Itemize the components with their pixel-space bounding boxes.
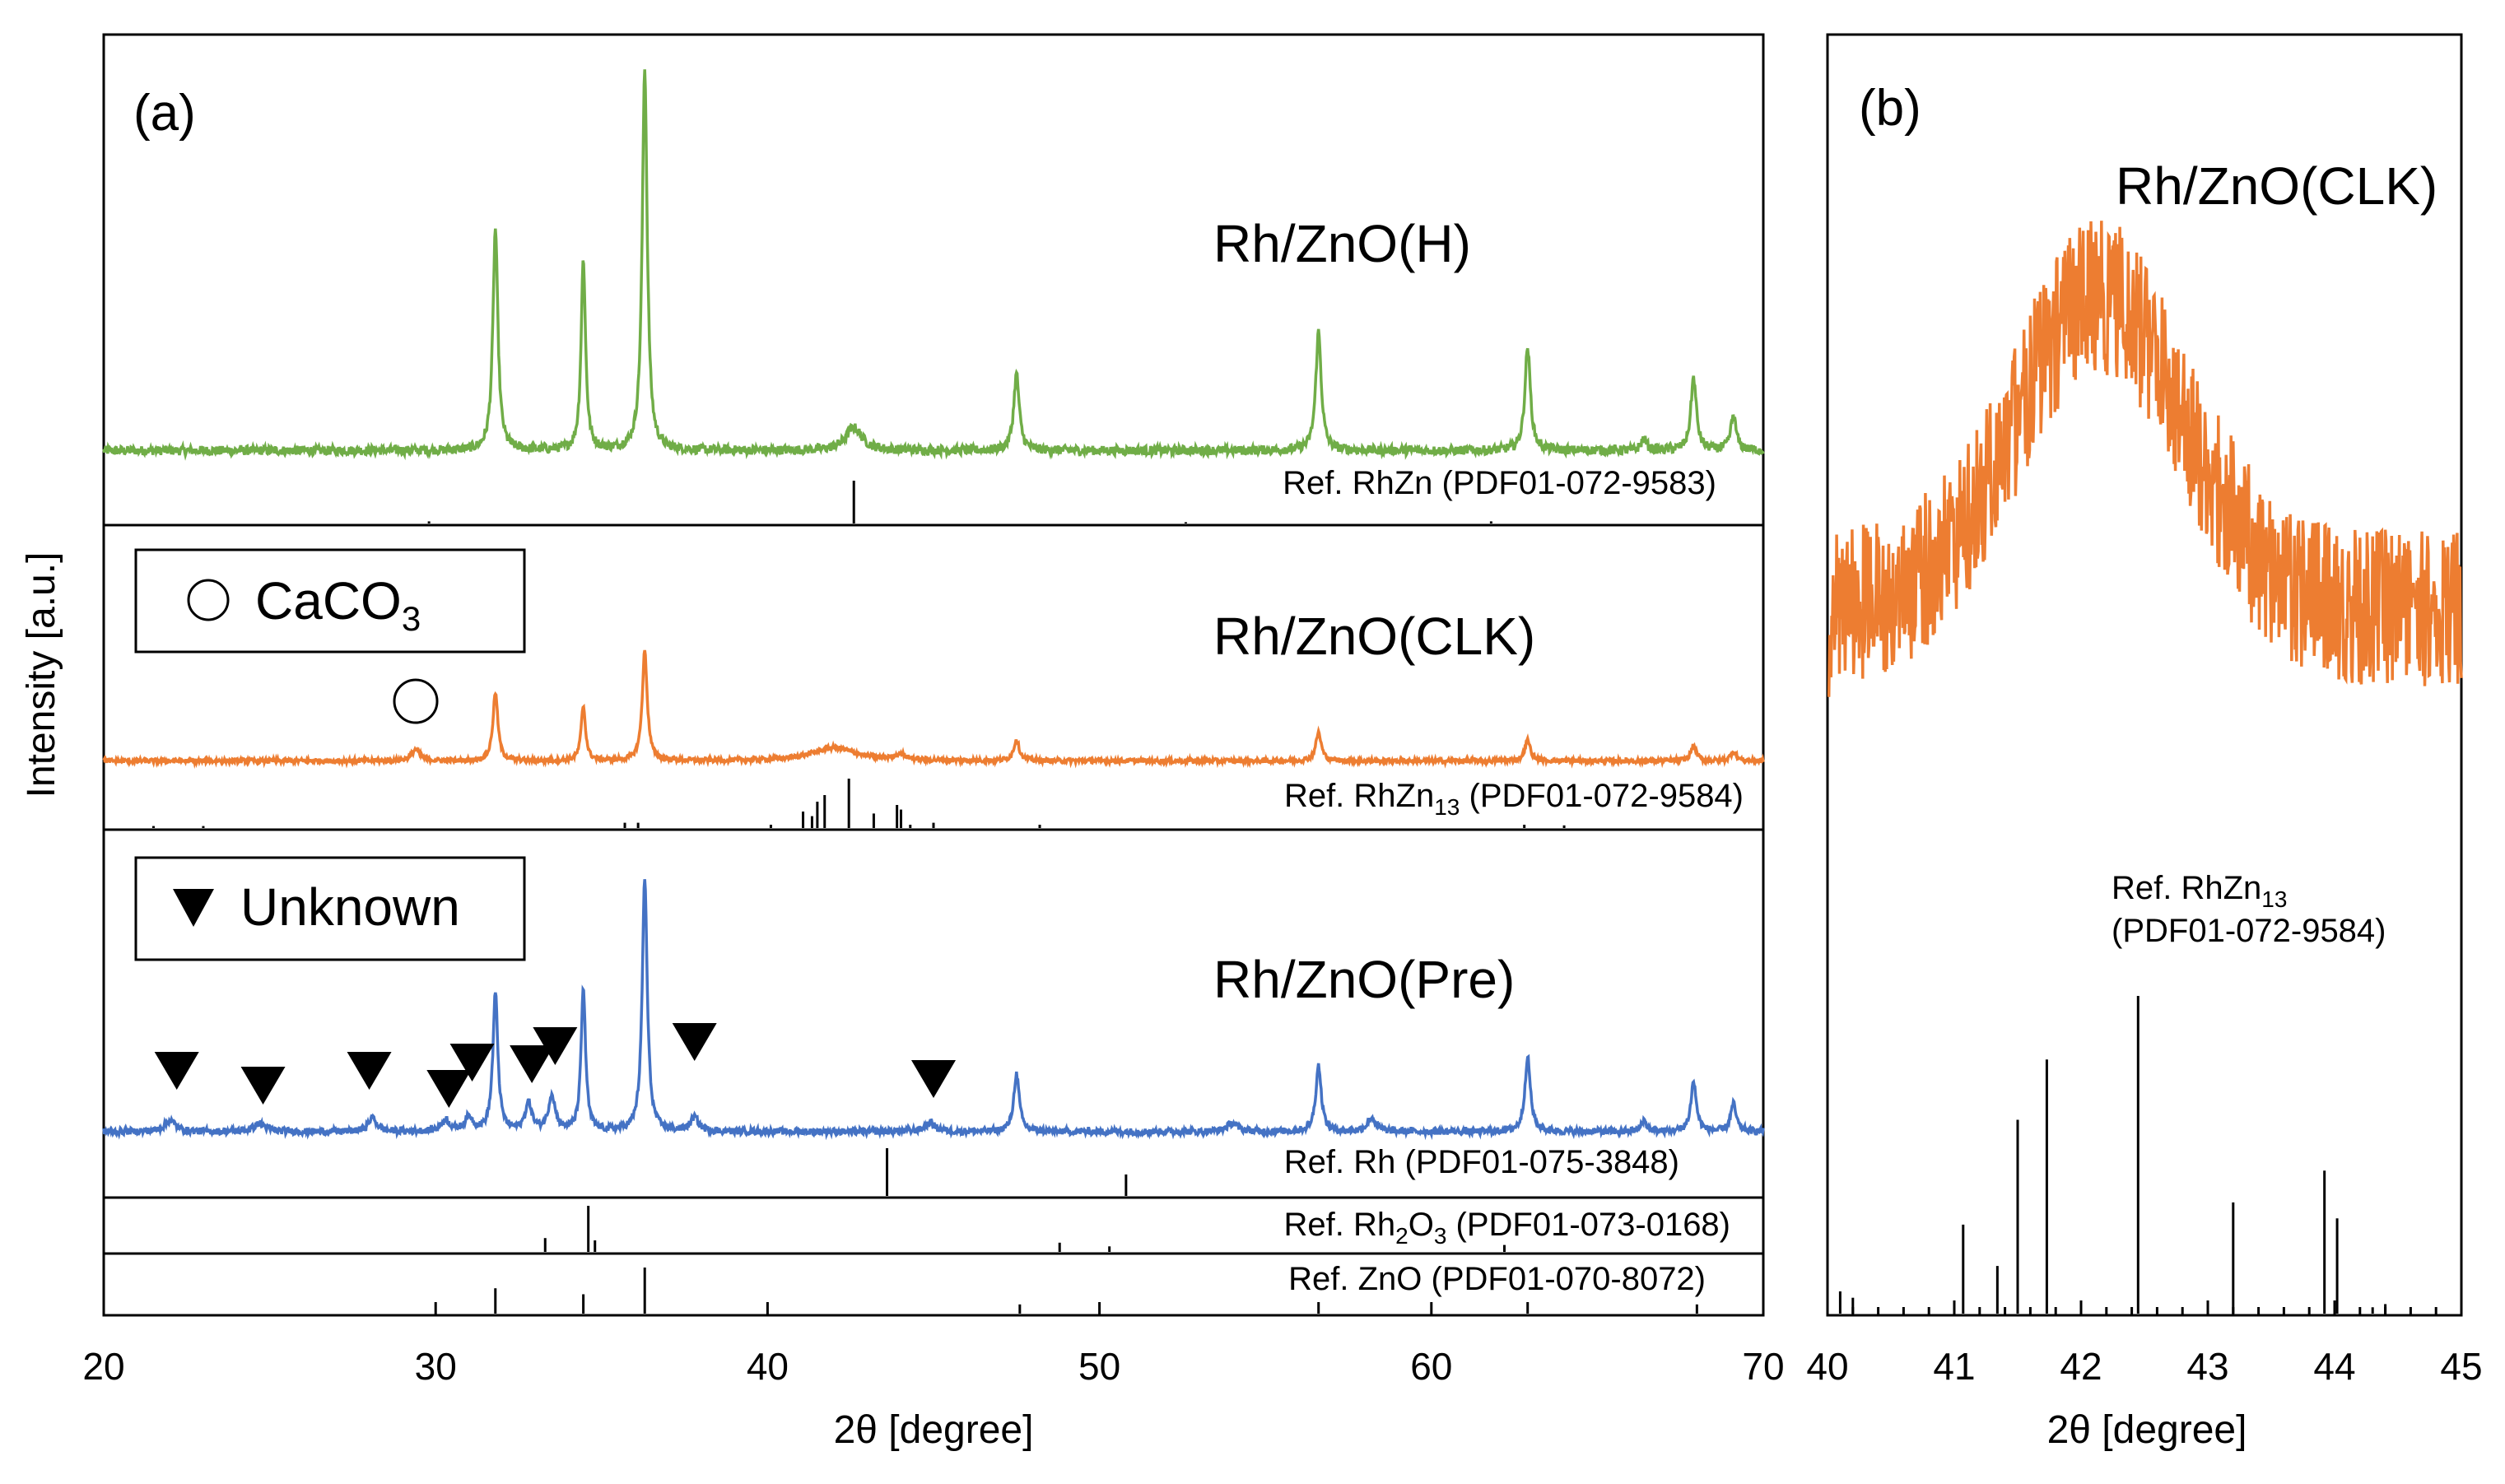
panel-b-reference-sticks xyxy=(1838,996,2387,1314)
caco3-marker-0 xyxy=(393,678,439,724)
panel-b-x-ticks: 40 41 42 43 44 45 xyxy=(1806,1300,2483,1388)
unknown-marker-7 xyxy=(672,1023,717,1061)
panel-b-x-tick-label-3: 43 xyxy=(2186,1345,2228,1388)
legend-caco3-label: CaCO3 xyxy=(255,571,421,638)
panel-b-label: (b) xyxy=(1859,80,1921,137)
ref-label-zno: Ref. ZnO (PDF01-070-8072) xyxy=(1288,1261,1706,1297)
series-line-1 xyxy=(102,649,1765,770)
unknown-marker-0 xyxy=(154,1052,199,1090)
panel-b-x-tick-label-2: 42 xyxy=(2060,1345,2102,1388)
panel-a-phase-markers xyxy=(154,678,956,1108)
x-tick-label-5: 70 xyxy=(1742,1345,1784,1388)
unknown-marker-4 xyxy=(449,1044,495,1082)
x-tick-label-1: 30 xyxy=(415,1345,457,1388)
ref-label-rh: Ref. Rh (PDF01-075-3848) xyxy=(1284,1144,1679,1180)
circle-marker-icon xyxy=(187,579,230,621)
panel-b: 40 41 42 43 44 45 (b) Rh/ZnO(CLK) Ref. RhZn13… xyxy=(1806,33,2483,1452)
series-line-0 xyxy=(102,69,1765,461)
sample-label-clk: Rh/ZnO(CLK) xyxy=(1213,607,1535,666)
x-tick-label-2: 40 xyxy=(747,1345,789,1388)
unknown-marker-2 xyxy=(347,1052,392,1090)
triangle-marker-icon xyxy=(173,889,214,927)
legend-unknown-label: Unknown xyxy=(240,877,460,937)
panel-b-sample-label: Rh/ZnO(CLK) xyxy=(2116,156,2437,216)
y-axis-label: Intensity [a.u.] xyxy=(20,552,63,798)
ref-label-rhzn: Ref. RhZn (PDF01-072-9583) xyxy=(1283,465,1716,501)
sample-label-h: Rh/ZnO(H) xyxy=(1213,214,1471,273)
panel-b-x-tick-label-1: 41 xyxy=(1933,1345,1975,1388)
series-line-2 xyxy=(102,879,1765,1141)
panel-b-series xyxy=(1827,221,2463,697)
panel-a-x-ticks: 20 30 40 50 60 70 xyxy=(82,1302,1785,1388)
panel-b-ref-label-line2: (PDF01-072-9584) xyxy=(2112,913,2386,949)
panel-a-reference-sticks xyxy=(151,481,1698,1314)
panel-a: 20 30 40 50 60 70 (a) Rh/ZnO(H) Rh/ZnO(CLK) R… xyxy=(20,33,1785,1452)
panel-b-x-tick-label-0: 40 xyxy=(1806,1345,1848,1388)
x-tick-label-0: 20 xyxy=(82,1345,124,1388)
panel-a-frame xyxy=(102,33,1765,1317)
unknown-marker-1 xyxy=(240,1067,286,1105)
panel-b-x-tick-label-5: 45 xyxy=(2440,1345,2482,1388)
panel-b-x-axis-label: 2θ [degree] xyxy=(2047,1408,2247,1452)
legend-unknown: Unknown xyxy=(134,856,526,961)
sample-label-pre: Rh/ZnO(Pre) xyxy=(1213,950,1515,1009)
legend-caco3-box xyxy=(134,548,526,654)
unknown-marker-8 xyxy=(911,1060,956,1098)
unknown-marker-3 xyxy=(426,1070,472,1108)
x-tick-label-4: 60 xyxy=(1410,1345,1452,1388)
panel-b-x-tick-label-4: 44 xyxy=(2313,1345,2355,1388)
panel-b-frame xyxy=(1826,33,2463,1317)
panel-a-label: (a) xyxy=(133,85,196,142)
panel-a-x-axis-label: 2θ [degree] xyxy=(834,1408,1034,1452)
x-tick-label-3: 50 xyxy=(1078,1345,1120,1388)
panel-a-series xyxy=(102,69,1765,1141)
legend-caco3: CaCO3 xyxy=(134,548,526,654)
unknown-marker-5 xyxy=(510,1045,555,1083)
ref-label-rhzn13: Ref. RhZn13 (PDF01-072-9584) xyxy=(1284,778,1744,820)
panel-b-series-line xyxy=(1827,221,2463,697)
panel-b-ref-label-line1: Ref. RhZn13 xyxy=(2112,870,2287,912)
ref-label-rh2o3: Ref. Rh2O3 (PDF01-073-0168) xyxy=(1284,1207,1731,1249)
unknown-marker-6 xyxy=(533,1027,578,1065)
